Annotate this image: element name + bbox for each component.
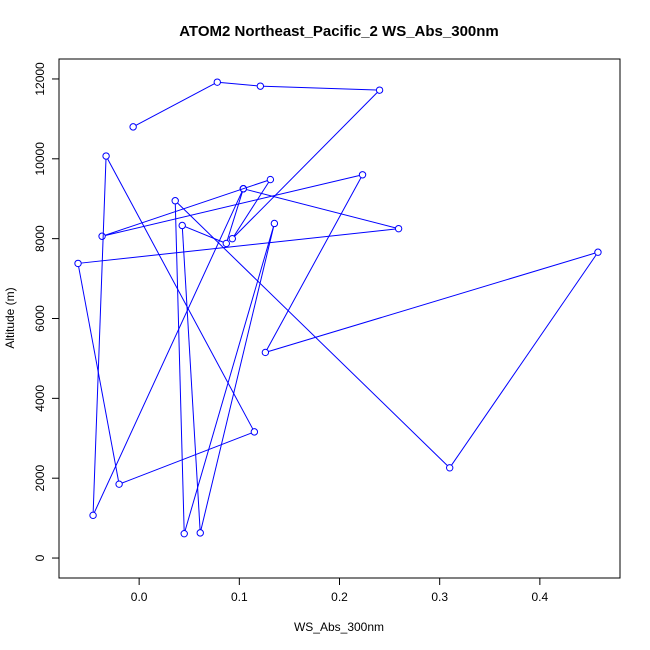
data-points [74, 78, 602, 538]
series-segment [184, 226, 224, 243]
y-tick-label: 0 [33, 554, 47, 561]
y-axis: 0 2000 4000 6000 8000 10000 12000 [33, 62, 60, 561]
y-axis-label: Altitude (m) [3, 287, 17, 348]
x-tick-label: 0.4 [532, 590, 549, 604]
series-segment [107, 158, 254, 430]
series-segment [93, 191, 243, 513]
data-point [89, 511, 97, 520]
data-point [180, 529, 188, 538]
series-segment [78, 266, 120, 482]
data-point [394, 224, 403, 233]
y-tick-label: 10000 [33, 142, 47, 176]
series-segment [121, 432, 252, 484]
data-point [228, 234, 237, 243]
series-segment [233, 181, 270, 237]
data-point [256, 82, 265, 90]
series-segment [268, 252, 596, 352]
series-segment [105, 175, 360, 237]
x-tick-label: 0.1 [231, 590, 248, 604]
series-segment [226, 191, 243, 241]
series-segment [181, 228, 201, 530]
series-segment [184, 226, 274, 531]
y-tick-label: 8000 [33, 225, 47, 252]
x-axis: 0.0 0.1 0.2 0.3 0.4 [131, 577, 549, 604]
data-point [594, 248, 602, 256]
series-segment [266, 177, 362, 350]
series-segment [263, 85, 377, 91]
data-point [250, 428, 259, 436]
series-segment [220, 81, 258, 87]
data-point [266, 175, 275, 184]
series-segment [200, 226, 275, 530]
series-segment [177, 202, 448, 466]
x-tick-label: 0.0 [131, 590, 148, 604]
data-point [270, 219, 279, 228]
chart-title: ATOM2 Northeast_Pacific_2 WS_Abs_300nm [179, 23, 499, 40]
data-point [178, 221, 186, 230]
series-segment [174, 203, 185, 531]
data-point [222, 239, 230, 248]
y-tick-label: 12000 [33, 62, 47, 96]
plot-frame [58, 58, 621, 579]
data-point [239, 185, 248, 193]
series-segment [81, 228, 396, 264]
series-segment [451, 254, 597, 466]
series-segment [246, 189, 396, 229]
data-point [213, 78, 221, 86]
data-point [74, 259, 82, 268]
series-segment [135, 83, 215, 126]
x-axis-label: WS_Abs_300nm [294, 620, 384, 634]
y-tick-label: 6000 [33, 305, 47, 332]
data-point [115, 480, 123, 488]
series-segment [92, 159, 107, 513]
y-tick-label: 2000 [33, 465, 47, 492]
series-segment [234, 92, 378, 237]
x-tick-label: 0.2 [331, 590, 348, 604]
data-point [98, 232, 106, 240]
data-point [129, 123, 137, 131]
data-point [445, 464, 454, 472]
data-point [358, 171, 367, 179]
y-tick-label: 4000 [33, 385, 47, 412]
data-point [196, 529, 204, 537]
data-point [375, 86, 384, 94]
data-point [261, 348, 270, 357]
data-series [78, 81, 597, 531]
data-point [171, 197, 179, 205]
x-tick-label: 0.3 [431, 590, 448, 604]
data-point [102, 152, 110, 160]
